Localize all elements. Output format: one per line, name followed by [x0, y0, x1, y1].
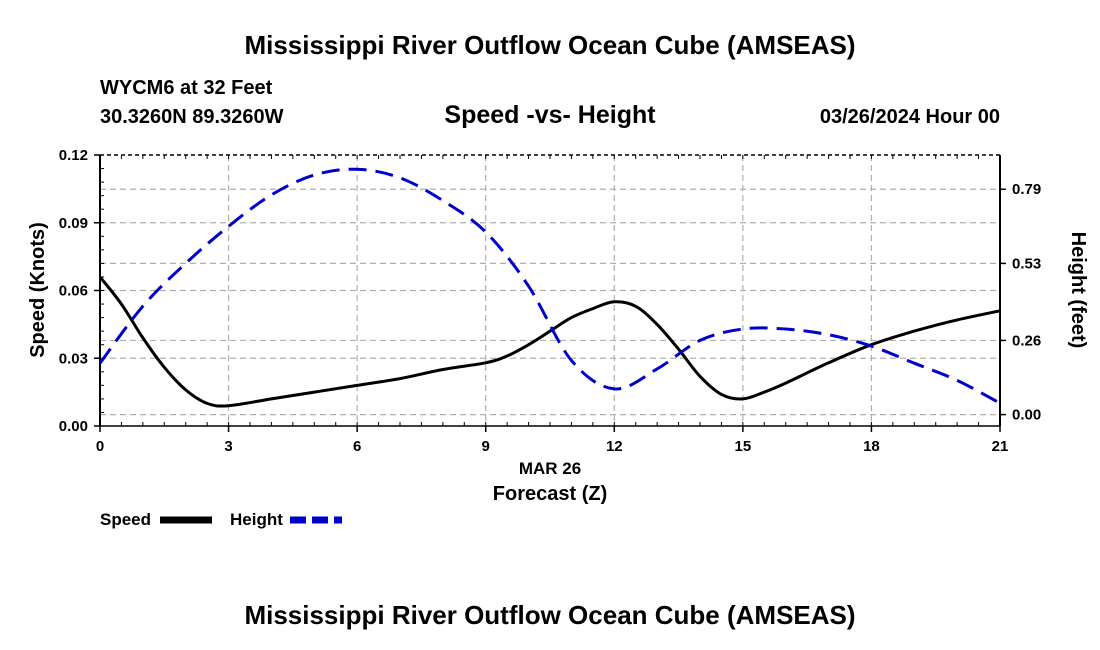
legend-speed-label: Speed	[100, 510, 152, 529]
y2-tick-label-2: 0.53	[1012, 255, 1041, 272]
y2-axis-label: Height (feet)	[1067, 232, 1089, 349]
x-tick-label-0: 0	[96, 438, 104, 455]
y2-tick-label-3: 0.79	[1012, 181, 1041, 198]
y2-tick-label-1: 0.26	[1012, 332, 1041, 349]
series-line-speed	[98, 275, 1001, 408]
station-label: WYCM6 at 32 Feet	[100, 77, 273, 99]
chart-title: Mississippi River Outflow Ocean Cube (AM…	[244, 30, 856, 60]
footer-title: Mississippi River Outflow Ocean Cube (AM…	[244, 600, 856, 630]
y-tick-label-1: 0.03	[59, 350, 88, 367]
y2-tick-label-0: 0.00	[1012, 407, 1041, 424]
x-tick-label-1: 3	[224, 438, 232, 455]
x-tick-label-4: 12	[606, 438, 623, 455]
x-date-label: MAR 26	[519, 459, 581, 478]
chart-subtitle: Speed -vs- Height	[444, 101, 656, 129]
x-tick-label-7: 21	[992, 438, 1009, 455]
y-tick-label-0: 0.00	[59, 418, 88, 435]
y-tick-label-4: 0.12	[59, 147, 88, 164]
legend-height-label: Height	[230, 510, 283, 529]
datetime-label: 03/26/2024 Hour 00	[819, 106, 1000, 128]
x-tick-label-6: 18	[863, 438, 880, 455]
series-line-height	[98, 167, 1001, 405]
x-tick-label-2: 6	[353, 438, 361, 455]
location-label: 30.3260N 89.3260W	[100, 106, 284, 128]
y-tick-label-2: 0.06	[59, 283, 88, 300]
x-axis-label: Forecast (Z)	[493, 483, 607, 505]
x-tick-label-3: 9	[482, 438, 490, 455]
x-tick-label-5: 15	[735, 438, 752, 455]
y-axis-label: Speed (Knots)	[27, 222, 49, 358]
y-tick-label-3: 0.09	[59, 215, 88, 232]
